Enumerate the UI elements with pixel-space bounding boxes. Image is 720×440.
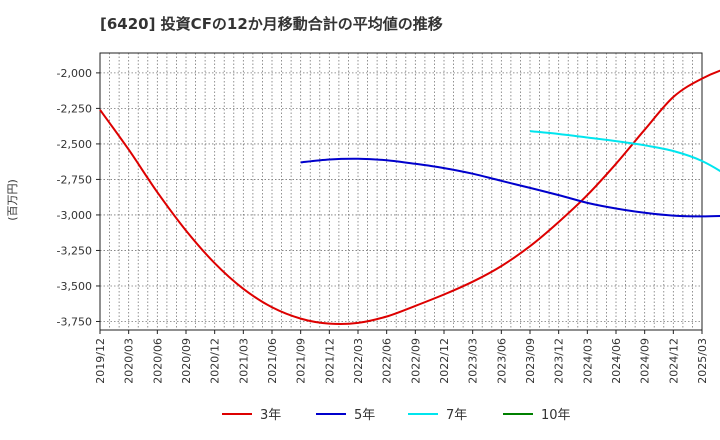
x-tick-label: 2022/06 (381, 338, 394, 384)
grid (99, 53, 703, 330)
y-tick-label: -2,750 (57, 173, 92, 186)
x-tick-label: 2020/12 (209, 338, 222, 384)
y-tick-label: -3,500 (57, 280, 92, 293)
series-line-7年 (529, 130, 720, 173)
x-ticks: 2019/12 2020/03 2020/06 2020/09 2020/12 2021/… (94, 330, 709, 384)
legend-label-3年: 3年 (260, 408, 281, 423)
x-tick-label: 2021/06 (266, 338, 279, 384)
x-tick-label: 2022/09 (409, 338, 422, 384)
legend: 3年 5年 7年 10年 (222, 408, 571, 423)
x-tick-label: 2025/03 (696, 338, 709, 384)
x-tick-label: 2022/03 (352, 338, 365, 384)
y-tick-label: -2,250 (57, 102, 92, 115)
x-tick-label: 2021/12 (323, 338, 336, 384)
x-tick-label: 2024/03 (581, 338, 594, 384)
x-tick-label: 2023/03 (467, 338, 480, 384)
y-tick-label: -2,000 (57, 67, 92, 80)
x-tick-label: 2020/03 (123, 338, 136, 384)
x-tick-label: 2022/12 (438, 338, 451, 384)
series-line-5年 (300, 157, 720, 218)
y-tick-label: -2,500 (57, 138, 92, 151)
series-lines (99, 69, 720, 326)
series-line-3年 (99, 69, 720, 326)
x-tick-label: 2024/06 (610, 338, 623, 384)
x-tick-label: 2019/12 (94, 338, 107, 384)
x-tick-label: 2021/03 (237, 338, 250, 384)
chart-title: [6420] 投資CFの12か月移動合計の平均値の推移 (100, 15, 443, 33)
y-tick-label: -3,000 (57, 209, 92, 222)
legend-label-5年: 5年 (354, 408, 375, 423)
y-tick-label: -3,750 (57, 315, 92, 328)
legend-label-10年: 10年 (541, 408, 571, 423)
x-tick-label: 2024/09 (639, 338, 652, 384)
x-tick-label: 2020/09 (180, 338, 193, 384)
x-tick-label: 2023/09 (524, 338, 537, 384)
x-tick-label: 2020/06 (151, 338, 164, 384)
x-tick-label: 2021/09 (295, 338, 308, 384)
x-tick-label: 2023/12 (553, 338, 566, 384)
x-tick-label: 2024/12 (667, 338, 680, 384)
y-tick-label: -3,250 (57, 244, 92, 257)
y-ticks: -2,000 -2,250 -2,500 -2,750 -3,000 -3,250 -3,5… (57, 67, 100, 328)
y-axis-label: (百万円) (6, 179, 19, 221)
plot-frame (99, 52, 703, 331)
legend-label-7年: 7年 (446, 408, 467, 423)
x-tick-label: 2023/06 (495, 338, 508, 384)
